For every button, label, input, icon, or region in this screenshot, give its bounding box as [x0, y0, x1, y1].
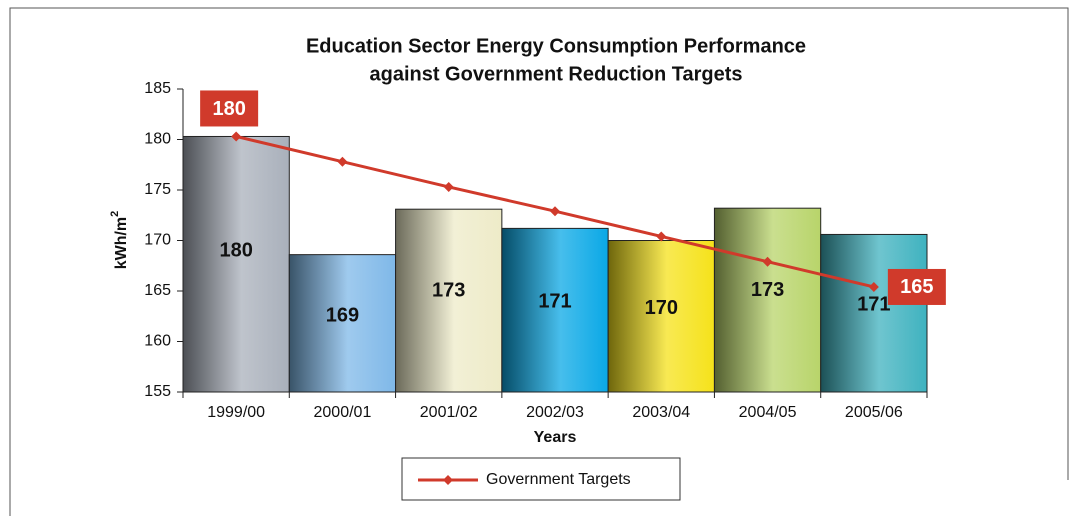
y-tick-label: 180 — [144, 131, 171, 148]
line-value-label: 165 — [900, 276, 933, 298]
line-marker — [443, 181, 454, 192]
legend-label: Government Targets — [486, 471, 631, 488]
x-tick-label: 1999/00 — [207, 404, 265, 421]
y-axis-label-text: kWh/m — [113, 217, 130, 269]
y-tick-label: 155 — [144, 383, 171, 400]
x-tick-label: 2001/02 — [420, 404, 478, 421]
bar — [395, 208, 503, 393]
y-axis-label: kWh/m2 — [109, 211, 130, 270]
bar — [182, 135, 290, 393]
line-marker — [656, 231, 667, 242]
line-marker — [337, 156, 348, 167]
bar — [713, 207, 822, 393]
bar — [820, 233, 928, 393]
bar — [501, 227, 609, 393]
line-label-box — [887, 268, 946, 305]
x-tick-label: 2005/06 — [845, 404, 903, 421]
chart-title: Education Sector Energy Consumption Perf… — [306, 35, 806, 57]
line-marker — [868, 281, 879, 292]
y-tick-label: 165 — [144, 282, 171, 299]
y-tick-label: 170 — [144, 232, 171, 249]
y-tick-label: 185 — [144, 80, 171, 97]
bar-value-label: 173 — [432, 280, 465, 302]
y-tick-label: 160 — [144, 333, 171, 350]
bar — [288, 254, 397, 393]
line-value-label: 180 — [212, 98, 245, 120]
bar-value-label: 171 — [857, 294, 890, 316]
chart-title: against Government Reduction Targets — [369, 63, 742, 85]
line-marker — [762, 256, 773, 267]
legend-marker — [443, 475, 453, 485]
legend-box — [401, 457, 681, 501]
x-tick-label: 2004/05 — [739, 404, 797, 421]
bar-value-label: 170 — [645, 297, 678, 319]
bar-value-label: 180 — [219, 240, 252, 262]
line-marker — [550, 206, 560, 217]
frame — [9, 7, 1069, 516]
x-tick-label: 2003/04 — [632, 404, 690, 421]
bar-value-label: 173 — [751, 279, 784, 301]
y-tick-label: 175 — [144, 181, 171, 198]
line-marker — [231, 131, 242, 142]
x-tick-label: 2002/03 — [526, 404, 584, 421]
x-tick-label: 2000/01 — [314, 404, 372, 421]
line-label-box — [200, 90, 259, 127]
x-axis-label: Years — [534, 429, 577, 446]
y-axis-label-sup: 2 — [109, 211, 121, 217]
bar-value-label: 171 — [538, 290, 571, 312]
bar-value-label: 169 — [326, 305, 359, 327]
